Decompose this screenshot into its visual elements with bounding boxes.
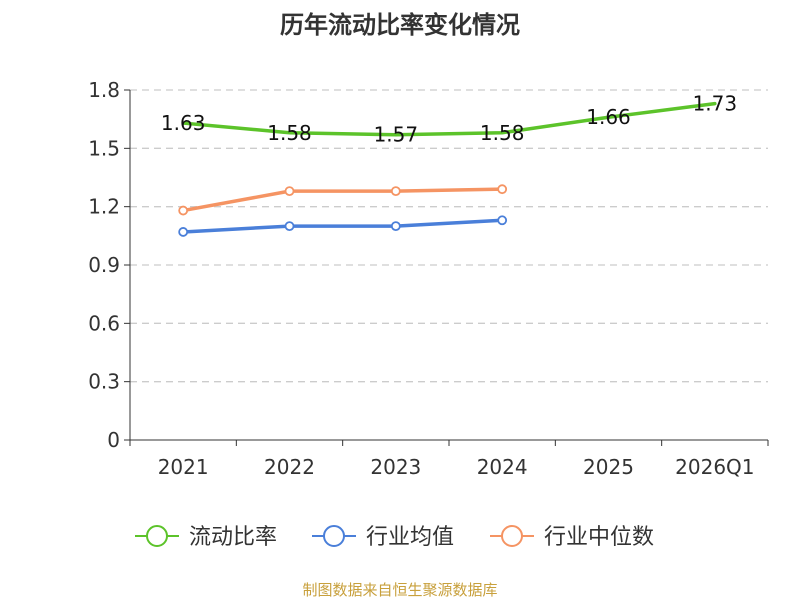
legend-marker xyxy=(146,525,168,547)
data-label: 1.58 xyxy=(267,121,312,145)
y-tick-label: 1.5 xyxy=(88,136,120,160)
grid xyxy=(130,89,768,383)
legend-item[interactable]: 流动比率 xyxy=(135,525,277,550)
y-tick-label: 1.8 xyxy=(88,78,120,102)
data-point xyxy=(390,186,401,197)
legend-item[interactable]: 行业中位数 xyxy=(490,525,654,550)
legend-marker xyxy=(501,525,523,547)
series-line xyxy=(181,187,504,213)
legend-label: 行业均值 xyxy=(366,525,454,550)
series-line xyxy=(181,101,717,137)
legend-label: 行业中位数 xyxy=(544,525,654,550)
y-tick-label: 0.6 xyxy=(88,311,120,335)
data-point xyxy=(390,221,401,232)
y-tick-label: 0.9 xyxy=(88,253,120,277)
x-tick-label: 2021 xyxy=(158,455,209,479)
data-point xyxy=(284,186,295,197)
legend-marker xyxy=(323,525,345,547)
x-tick-label: 2026Q1 xyxy=(675,455,754,479)
y-tick-label: 0 xyxy=(107,428,120,452)
data-point xyxy=(497,184,508,195)
legend[interactable]: 流动比率 行业均值 行业中位数 xyxy=(135,525,654,550)
axes: 0 0.3 0.6 0.9 1.2 1.5 1.8 2021 2022 2023 2024 2025 2… xyxy=(88,78,769,479)
data-point xyxy=(284,221,295,232)
data-label: 1.73 xyxy=(693,92,738,116)
data-labels: 1.63 1.58 1.57 1.58 1.66 1.73 xyxy=(161,92,737,147)
source-note: 制图数据来自恒生聚源数据库 xyxy=(302,581,497,599)
data-point xyxy=(178,227,189,237)
x-tick-label: 2024 xyxy=(477,455,528,479)
series-line xyxy=(181,218,504,234)
y-tick-label: 1.2 xyxy=(88,195,120,219)
legend-item[interactable]: 行业均值 xyxy=(312,525,454,550)
series xyxy=(178,101,717,237)
data-label: 1.66 xyxy=(586,105,631,129)
x-tick-label: 2022 xyxy=(264,455,315,479)
x-tick-label: 2025 xyxy=(583,455,634,479)
data-label: 1.57 xyxy=(374,123,419,147)
data-label: 1.63 xyxy=(161,111,206,135)
x-tick-label: 2023 xyxy=(370,455,421,479)
data-point xyxy=(497,215,508,226)
data-point xyxy=(178,205,189,216)
y-tick-label: 0.3 xyxy=(88,370,120,394)
data-label: 1.58 xyxy=(480,121,525,145)
chart-title: 历年流动比率变化情况 xyxy=(280,11,520,39)
legend-label: 流动比率 xyxy=(189,525,277,550)
